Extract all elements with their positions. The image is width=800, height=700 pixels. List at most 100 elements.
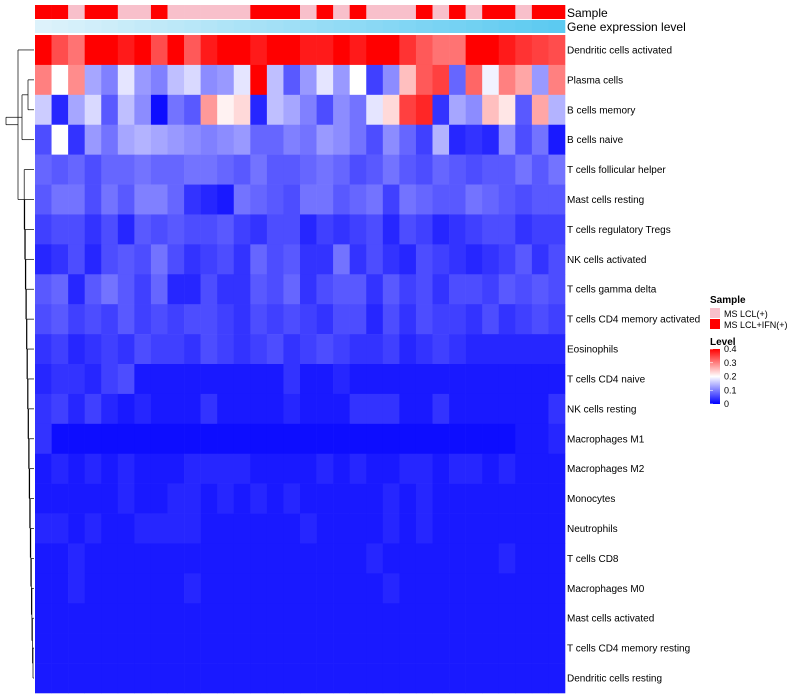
row-label: Mast cells resting <box>567 195 644 206</box>
heatmap-cell <box>300 94 317 126</box>
heatmap-cell <box>68 35 85 66</box>
heatmap-cell <box>217 35 235 66</box>
heatmap-cell <box>316 274 334 305</box>
heatmap-cell <box>482 393 500 425</box>
heatmap-cell <box>283 663 301 694</box>
sample-cell <box>266 5 284 19</box>
heatmap-cell <box>217 573 235 604</box>
heatmap-cell <box>316 513 334 544</box>
heatmap-cell <box>333 64 350 96</box>
expression-cell <box>333 20 350 33</box>
heatmap-cell <box>316 453 334 484</box>
heatmap-cell <box>531 274 549 305</box>
heatmap-cell <box>217 513 235 544</box>
row-label: Mast cells activated <box>567 614 654 625</box>
sample-cell <box>382 5 400 19</box>
heatmap-cell <box>316 364 334 395</box>
heatmap-cell <box>465 364 483 395</box>
row-label: Monocytes <box>567 494 615 505</box>
heatmap-cell <box>150 214 168 245</box>
heatmap-cell <box>283 304 301 335</box>
heatmap-cell <box>432 154 450 185</box>
heatmap-cell <box>150 274 168 305</box>
heatmap-cell <box>117 543 135 574</box>
heatmap-cell <box>515 124 533 155</box>
sample-cell <box>333 5 350 19</box>
heatmap-cell <box>316 304 334 335</box>
heatmap-cell <box>498 334 516 365</box>
heatmap-cell <box>84 214 102 245</box>
heatmap-cell <box>101 124 119 155</box>
heatmap-cell <box>531 603 549 634</box>
heatmap-cell <box>415 124 433 155</box>
heatmap-cell <box>266 513 284 544</box>
heatmap-cell <box>548 304 566 335</box>
heatmap-cell <box>465 573 483 604</box>
heatmap-cell <box>399 214 417 245</box>
heatmap-cell <box>333 334 350 365</box>
heatmap-cell <box>349 543 367 574</box>
sample-cell <box>167 5 185 19</box>
heatmap-cell <box>51 483 69 514</box>
heatmap-cell <box>548 154 566 185</box>
heatmap-cell <box>250 304 268 335</box>
heatmap-cell <box>333 633 350 664</box>
expression-cell <box>51 20 69 33</box>
heatmap-cell <box>498 274 516 305</box>
heatmap-cell <box>498 154 516 185</box>
heatmap-cell <box>531 154 549 185</box>
heatmap-cell <box>300 154 317 185</box>
heatmap-cell <box>167 364 185 395</box>
heatmap-cell <box>35 633 52 664</box>
heatmap-cell <box>84 393 102 425</box>
heatmap-cell <box>349 393 367 425</box>
heatmap-cell <box>415 364 433 395</box>
heatmap-cell <box>233 274 251 305</box>
expression-cell <box>449 20 466 33</box>
heatmap-cell <box>35 573 52 604</box>
heatmap-cell <box>333 513 350 544</box>
heatmap-cell <box>184 214 201 245</box>
heatmap-cell <box>250 513 268 544</box>
heatmap-cell <box>515 304 533 335</box>
heatmap-cell <box>117 35 135 66</box>
heatmap-cell <box>316 214 334 245</box>
heatmap-cell <box>432 603 450 634</box>
heatmap-cell <box>51 274 69 305</box>
heatmap-cell <box>515 184 533 215</box>
legend-level-tick-label: 0.4 <box>724 344 737 354</box>
heatmap-cell <box>548 393 566 425</box>
heatmap-cell <box>399 64 417 96</box>
heatmap-cell <box>515 483 533 514</box>
heatmap-cell <box>84 663 102 694</box>
expression-track-label: Gene expression level <box>567 20 686 34</box>
heatmap-cell <box>283 603 301 634</box>
heatmap-cell <box>68 274 85 305</box>
heatmap-cell <box>134 453 152 484</box>
heatmap-cell <box>266 423 284 455</box>
heatmap-cell <box>51 94 69 126</box>
sample-cell <box>217 5 235 19</box>
heatmap-cell <box>134 184 152 215</box>
heatmap-cell <box>300 543 317 574</box>
heatmap-cell <box>432 573 450 604</box>
sample-cell <box>399 5 417 19</box>
heatmap-cell <box>35 483 52 514</box>
expression-cell <box>415 20 433 33</box>
expression-cell <box>167 20 185 33</box>
heatmap-cell <box>432 423 450 455</box>
heatmap-cell <box>548 94 566 126</box>
heatmap-cell <box>217 214 235 245</box>
heatmap-cell <box>349 663 367 694</box>
heatmap-cell <box>250 154 268 185</box>
heatmap-cell <box>266 573 284 604</box>
heatmap-cell <box>266 453 284 484</box>
heatmap-cell <box>233 483 251 514</box>
heatmap-cell <box>184 513 201 544</box>
heatmap-cell <box>349 274 367 305</box>
legend-level-ticks: 0 0.1 0.2 0.3 0.4 <box>710 344 737 409</box>
expression-cell <box>548 20 566 33</box>
sample-cell <box>432 5 450 19</box>
heatmap-cell <box>266 543 284 574</box>
heatmap-cell <box>432 124 450 155</box>
